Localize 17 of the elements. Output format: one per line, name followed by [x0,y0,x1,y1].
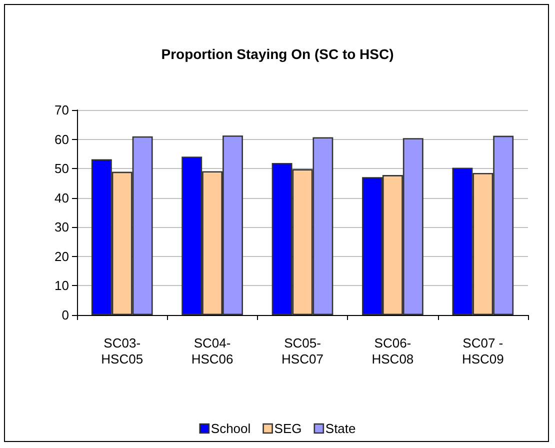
y-tick-label: 70 [54,102,69,118]
y-tick-label: 50 [54,161,69,176]
x-tick-label: SC03-HSC05 [101,336,144,366]
x-tick-label: SC06-HSC08 [372,336,414,366]
x-tick-label: SC07 - HSC09 [462,336,504,366]
chart-title: Proportion Staying On (SC to HSC) [161,46,394,62]
x-tick-label: SC05-HSC07 [282,336,324,366]
y-tick-label: 60 [54,132,69,147]
legend-label: School [210,421,251,436]
x-tick-label: SC04-HSC06 [191,336,234,366]
y-tick-label: 0 [62,308,69,322]
y-tick-label: 10 [54,278,69,294]
legend-label: SEG [274,421,302,436]
y-tick-label: 30 [54,220,69,235]
y-tick-label: 20 [54,248,69,264]
legend-label: State [325,421,356,436]
y-tick-label: 40 [54,190,69,206]
